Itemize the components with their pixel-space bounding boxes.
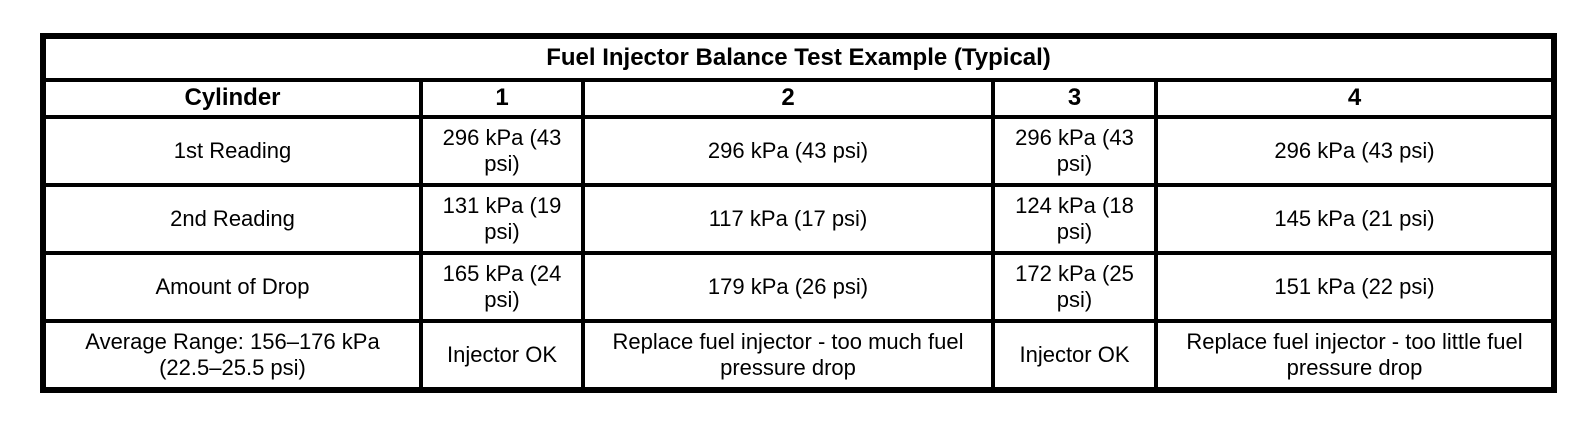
cell-amount-of-drop-cyl4: 151 kPa (22 psi)	[1153, 251, 1557, 323]
table-row-2nd-reading: 2nd Reading 131 kPa (19 psi) 117 kPa (17…	[41, 183, 1557, 255]
cell-2nd-reading-cyl2: 117 kPa (17 psi)	[581, 183, 995, 255]
cell-amount-of-drop-cyl1: 165 kPa (24 psi)	[419, 251, 585, 323]
row-label-1st-reading: 1st Reading	[41, 115, 423, 187]
cell-1st-reading-cyl1: 296 kPa (43 psi)	[419, 115, 585, 187]
column-header-1: 1	[419, 78, 585, 119]
table-title-row: Fuel Injector Balance Test Example (Typi…	[40, 34, 1557, 82]
table-row-1st-reading: 1st Reading 296 kPa (43 psi) 296 kPa (43…	[41, 115, 1557, 187]
row-label-amount-of-drop: Amount of Drop	[41, 251, 423, 323]
cell-diagnosis-cyl2: Replace fuel injector - too much fuel pr…	[581, 319, 995, 392]
cell-diagnosis-cyl4: Replace fuel injector - too little fuel …	[1153, 319, 1557, 392]
cell-amount-of-drop-cyl2: 179 kPa (26 psi)	[581, 251, 995, 323]
column-header-4: 4	[1153, 78, 1557, 119]
row-label-average-range: Average Range: 156–176 kPa (22.5–25.5 ps…	[41, 319, 423, 392]
column-header-3: 3	[991, 78, 1158, 119]
row-label-2nd-reading: 2nd Reading	[41, 183, 423, 255]
table-title: Fuel Injector Balance Test Example (Typi…	[40, 34, 1557, 82]
table-row-average-range: Average Range: 156–176 kPa (22.5–25.5 ps…	[41, 319, 1557, 392]
cell-diagnosis-cyl1: Injector OK	[419, 319, 585, 392]
cell-1st-reading-cyl3: 296 kPa (43 psi)	[991, 115, 1158, 187]
column-header-2: 2	[581, 78, 995, 119]
table-header-row: Cylinder 1 2 3 4	[41, 78, 1557, 119]
table-row-amount-of-drop: Amount of Drop 165 kPa (24 psi) 179 kPa …	[41, 251, 1557, 323]
cell-2nd-reading-cyl3: 124 kPa (18 psi)	[991, 183, 1158, 255]
cell-1st-reading-cyl2: 296 kPa (43 psi)	[581, 115, 995, 187]
cell-diagnosis-cyl3: Injector OK	[991, 319, 1158, 392]
cell-2nd-reading-cyl1: 131 kPa (19 psi)	[419, 183, 585, 255]
cell-2nd-reading-cyl4: 145 kPa (21 psi)	[1153, 183, 1557, 255]
cell-amount-of-drop-cyl3: 172 kPa (25 psi)	[991, 251, 1158, 323]
column-header-cylinder: Cylinder	[41, 78, 423, 119]
cell-1st-reading-cyl4: 296 kPa (43 psi)	[1153, 115, 1557, 187]
fuel-injector-balance-table: Fuel Injector Balance Test Example (Typi…	[40, 33, 1558, 393]
